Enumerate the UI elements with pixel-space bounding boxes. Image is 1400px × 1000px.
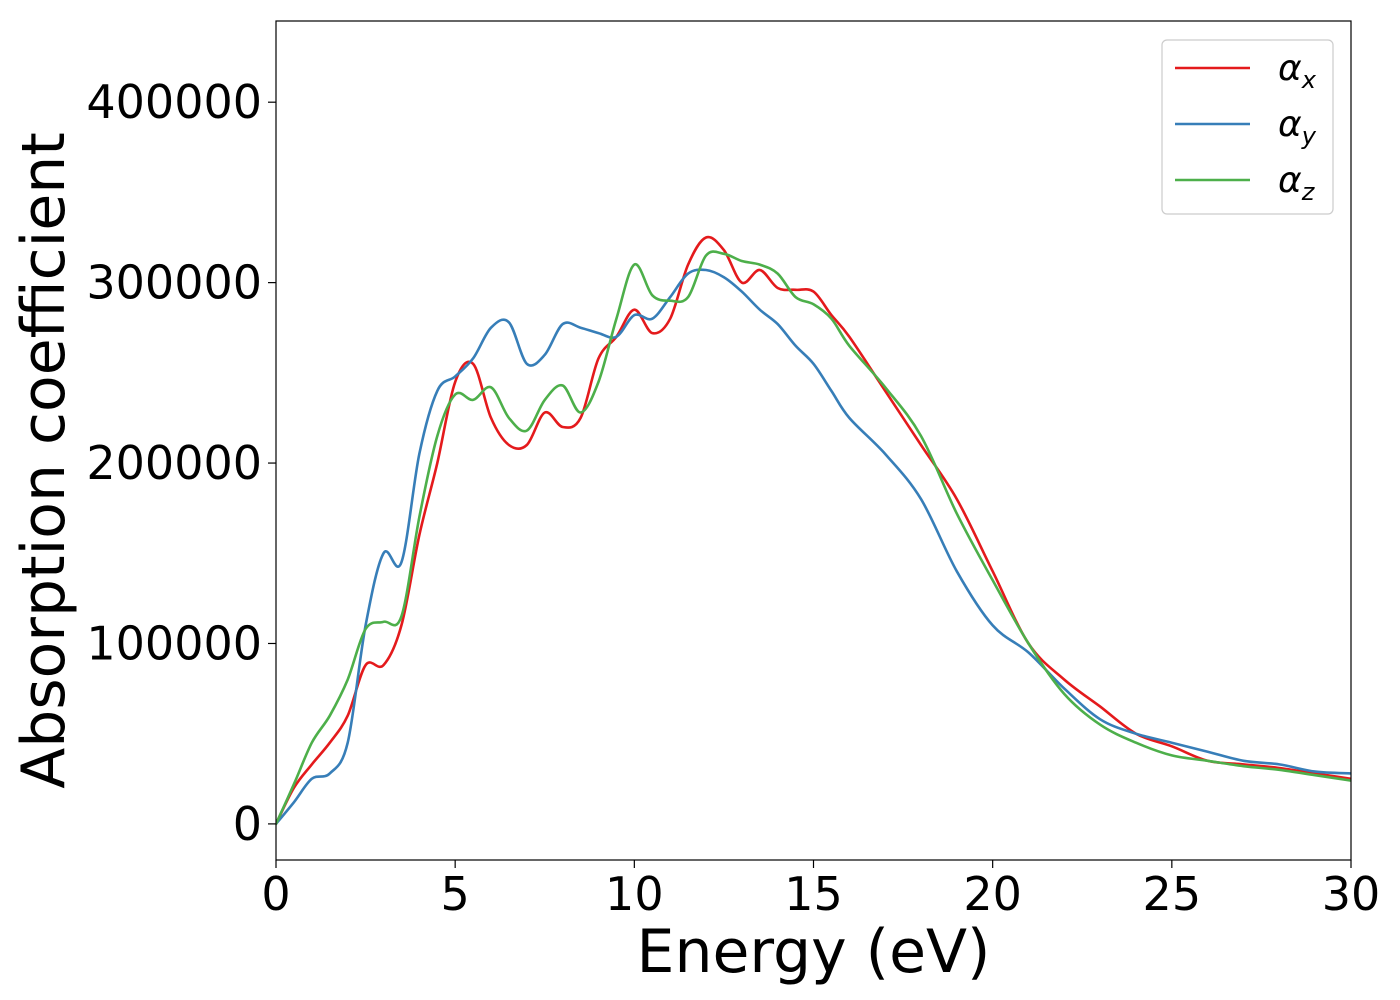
y-axis-ticks: 0 100000 200000 300000 400000 [86,75,276,851]
legend-box [1161,39,1334,215]
x-axis-ticks: 0 5 10 15 20 25 30 [261,860,1380,921]
x-tick-label: 25 [1143,867,1202,921]
x-tick-label: 15 [784,867,843,921]
series-line-z [276,250,1351,826]
x-tick-label: 10 [605,867,664,921]
y-tick-label: 400000 [86,75,262,129]
legend-entry-x: αx [1278,48,1317,94]
y-axis-label: Absorption coefficient [9,132,79,789]
x-tick-label: 30 [1322,867,1381,921]
legend: αx αy αz [1161,39,1334,215]
legend-entry-z: αz [1278,160,1316,206]
legend-entry-y: αy [1278,104,1317,150]
y-tick-label: 200000 [86,436,262,490]
series-line-x [276,235,1351,826]
y-tick-label: 100000 [86,616,262,670]
y-tick-label: 0 [233,797,262,851]
series-line-y [276,268,1351,826]
plot-lines [276,235,1351,826]
x-axis-label: Energy (eV) [637,917,991,987]
x-tick-label: 0 [261,867,290,921]
y-tick-label: 300000 [86,256,262,310]
x-tick-label: 20 [963,867,1022,921]
x-tick-label: 5 [441,867,470,921]
